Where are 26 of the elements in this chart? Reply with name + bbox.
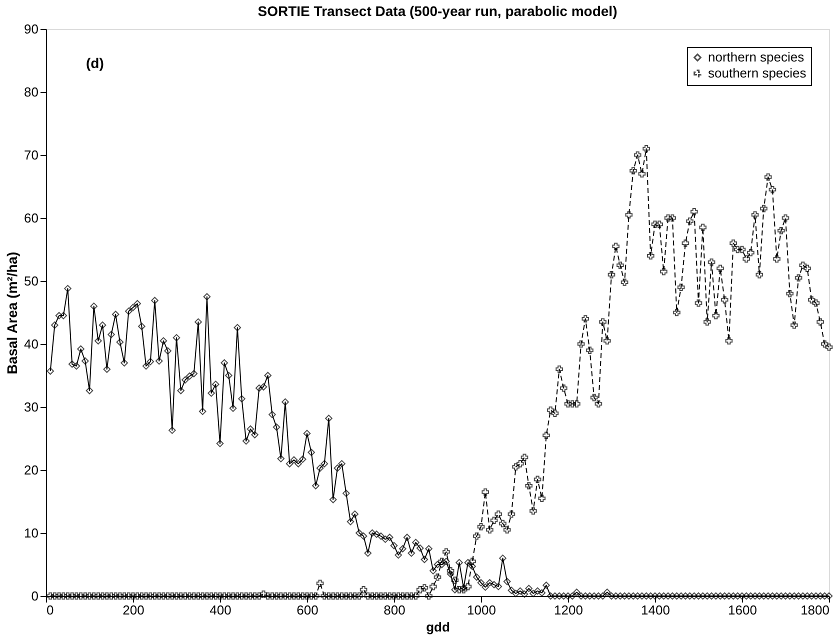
- y-tick-label: 60: [24, 210, 38, 226]
- legend-label: northern species: [708, 50, 805, 64]
- y-tick-label: 80: [24, 84, 38, 100]
- y-tick-label: 70: [24, 148, 38, 162]
- y-tick-label: 90: [24, 22, 38, 36]
- x-tick-label: 1600: [728, 602, 757, 618]
- y-tick-label: 20: [24, 462, 38, 478]
- x-tick-label: 400: [210, 602, 232, 618]
- x-tick-label: 200: [122, 602, 144, 618]
- x-tick-label: 1200: [554, 602, 583, 618]
- y-tick-label: 0: [31, 588, 38, 604]
- x-tick-label: 1400: [641, 602, 670, 618]
- x-tick-label: 1800: [800, 602, 830, 618]
- x-tick-label: 0: [46, 602, 54, 618]
- x-tick-label: 600: [296, 602, 318, 618]
- y-tick-label: 10: [24, 526, 38, 540]
- y-tick-label: 30: [24, 400, 38, 414]
- legend-label: southern species: [708, 66, 807, 80]
- x-tick-label: 1000: [467, 602, 496, 618]
- x-axis-title: gdd: [426, 620, 450, 634]
- y-tick-label: 50: [24, 274, 38, 288]
- chart-title: SORTIE Transect Data (500-year run, parabolic model): [258, 3, 618, 19]
- annotation: (d): [86, 55, 104, 71]
- y-tick-label: 40: [24, 336, 38, 352]
- x-tick-label: 800: [384, 602, 406, 618]
- y-axis-title: Basal Area (m²/ha): [4, 252, 20, 374]
